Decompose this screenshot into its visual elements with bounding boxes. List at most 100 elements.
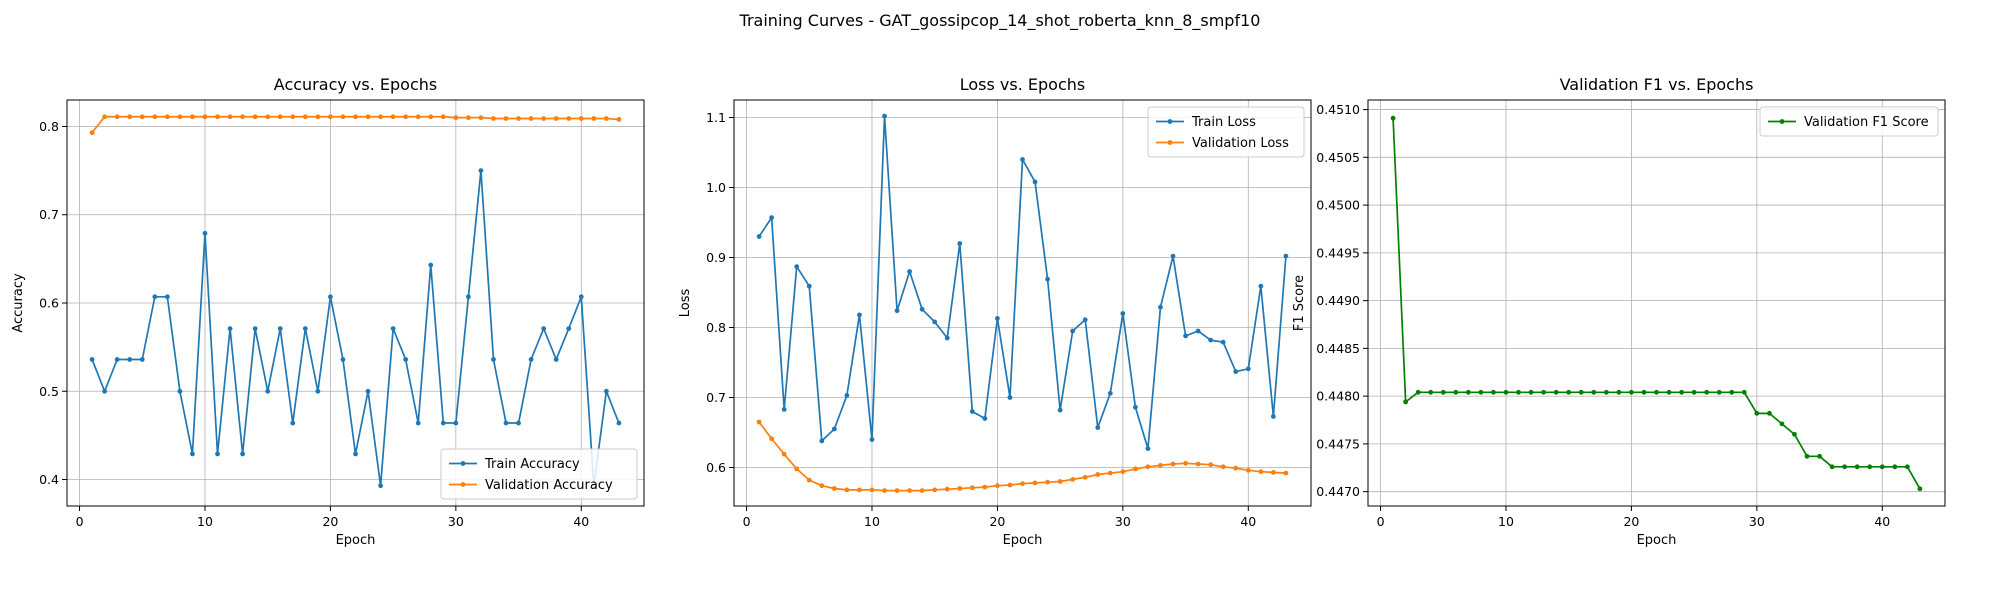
- axes-frame: [733, 99, 1312, 507]
- data-point: [265, 114, 271, 120]
- data-point: [1220, 464, 1226, 470]
- data-point: [478, 115, 484, 121]
- data-point: [957, 241, 963, 246]
- data-point: [857, 312, 862, 318]
- x-axis-label: Epoch: [1637, 533, 1677, 548]
- data-point: [403, 357, 409, 362]
- data-point: [390, 114, 396, 120]
- x-tick-label: 30: [1749, 514, 1765, 529]
- data-point: [415, 114, 421, 120]
- chart-panel-3: 0 10 20 30 40 0.4470 0.4475 0.4480 0.4485 0.4490 0…: [1292, 75, 1946, 548]
- data-point: [152, 114, 158, 120]
- data-point: [1716, 389, 1722, 395]
- panel-title: Validation F1 vs. Epochs: [1560, 75, 1754, 94]
- data-point: [1804, 453, 1810, 459]
- data-point: [190, 114, 195, 120]
- data-point: [819, 438, 825, 444]
- y-tick-label: 0.4: [39, 472, 59, 487]
- data-point: [240, 451, 246, 457]
- data-point: [578, 294, 584, 300]
- data-point: [882, 488, 887, 493]
- y-tick-label: 0.4475: [1316, 436, 1360, 451]
- data-point: [869, 487, 875, 493]
- x-tick-label: 10: [1498, 514, 1514, 529]
- data-point: [919, 306, 925, 312]
- data-point: [1879, 464, 1885, 470]
- data-point: [566, 326, 572, 331]
- data-point: [1666, 389, 1672, 395]
- legend-label: Validation Accuracy: [485, 478, 613, 493]
- data-point: [794, 466, 800, 472]
- data-point: [1195, 328, 1201, 334]
- data-point: [982, 416, 988, 421]
- data-point: [844, 487, 850, 493]
- data-point: [794, 264, 800, 269]
- data-point: [164, 294, 170, 300]
- data-point: [1057, 479, 1063, 484]
- data-point: [353, 451, 358, 457]
- x-axis-label: Epoch: [336, 533, 376, 548]
- y-tick-label: 0.4480: [1316, 389, 1360, 404]
- data-point: [227, 326, 233, 331]
- data-point: [1158, 463, 1163, 468]
- data-point: [177, 114, 183, 120]
- data-point: [1679, 389, 1684, 395]
- data-point: [1045, 479, 1050, 485]
- y-tick-label: 0.4510: [1316, 102, 1360, 117]
- data-point: [190, 451, 195, 457]
- data-point: [1283, 470, 1289, 476]
- data-point: [1516, 389, 1521, 395]
- y-tick-label: 0.4485: [1316, 341, 1360, 356]
- data-point: [1428, 389, 1434, 395]
- data-point: [503, 116, 509, 121]
- axes-frame: [1367, 99, 1946, 507]
- data-point: [882, 113, 887, 119]
- data-point: [1566, 389, 1572, 395]
- data-point: [578, 116, 584, 121]
- data-point: [1541, 389, 1547, 395]
- data-point: [478, 168, 484, 174]
- data-point: [252, 114, 258, 120]
- data-point: [1691, 389, 1697, 395]
- data-point: [265, 388, 271, 394]
- legend-swatch-marker: [1779, 119, 1785, 124]
- data-point: [139, 114, 145, 120]
- data-point: [1440, 389, 1446, 395]
- data-point: [277, 114, 283, 120]
- data-point: [541, 116, 547, 121]
- x-tick-label: 10: [197, 514, 213, 529]
- data-point: [1032, 179, 1038, 185]
- data-point: [1528, 389, 1534, 395]
- data-point: [566, 116, 572, 121]
- data-point: [1829, 464, 1835, 470]
- x-tick-label: 20: [989, 514, 1005, 529]
- data-point: [1779, 421, 1785, 427]
- data-point: [1132, 466, 1138, 472]
- data-point: [1220, 339, 1226, 345]
- data-point: [365, 388, 371, 394]
- data-point: [89, 357, 95, 362]
- data-point: [995, 483, 1000, 489]
- panel-title: Accuracy vs. Epochs: [274, 75, 437, 94]
- data-point: [102, 388, 108, 394]
- data-point: [894, 488, 900, 493]
- data-point: [1183, 333, 1188, 339]
- x-tick-label: 0: [1377, 514, 1385, 529]
- data-point: [491, 357, 496, 362]
- y-tick-label: 0.6: [39, 296, 59, 311]
- data-point: [227, 114, 233, 120]
- legend: Validation F1 Score: [1759, 106, 1939, 137]
- data-point: [89, 130, 95, 136]
- data-point: [1120, 469, 1126, 475]
- data-point: [428, 114, 434, 120]
- chart-panel-1: 0 10 20 30 40 0.4 0.5 0.6 0.7 0.8 Accuracy vs. Epo…: [11, 75, 645, 548]
- data-point: [1603, 389, 1609, 395]
- x-tick-label: 40: [573, 514, 589, 529]
- data-point: [1045, 276, 1050, 282]
- data-point: [831, 426, 837, 432]
- data-point: [202, 114, 208, 120]
- data-point: [831, 486, 837, 491]
- legend-label: Validation Loss: [1192, 136, 1289, 151]
- legend-box: [1759, 106, 1939, 137]
- x-tick-label: 40: [1240, 514, 1256, 529]
